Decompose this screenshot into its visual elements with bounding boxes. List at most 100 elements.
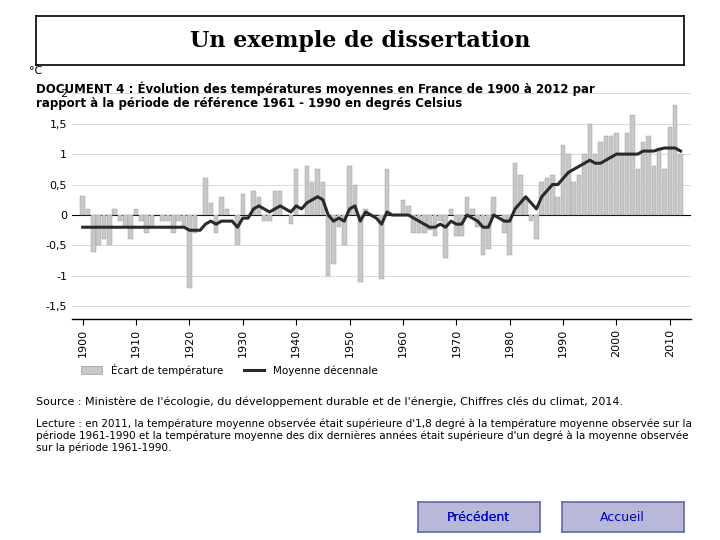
Bar xyxy=(235,215,240,246)
Bar xyxy=(192,215,197,233)
Bar xyxy=(145,215,149,233)
Bar xyxy=(320,181,325,215)
Bar xyxy=(417,215,421,233)
Bar xyxy=(619,154,624,215)
Bar xyxy=(433,215,437,237)
Bar xyxy=(214,215,218,233)
Bar xyxy=(171,215,176,233)
Text: °C: °C xyxy=(29,66,42,76)
Bar xyxy=(379,215,384,279)
Bar xyxy=(641,142,645,215)
Bar xyxy=(310,181,315,215)
Bar xyxy=(508,215,512,255)
Bar xyxy=(134,209,138,215)
Bar xyxy=(454,215,459,237)
Bar xyxy=(102,215,107,239)
Bar xyxy=(486,215,490,248)
Bar xyxy=(577,176,581,215)
Bar xyxy=(176,215,181,221)
Bar xyxy=(326,215,330,276)
Bar xyxy=(273,191,277,215)
Bar xyxy=(523,197,528,215)
Bar xyxy=(315,170,320,215)
Bar xyxy=(123,215,127,227)
Bar xyxy=(353,185,357,215)
Bar xyxy=(161,215,165,221)
Bar xyxy=(342,215,346,246)
Bar xyxy=(475,215,480,227)
Bar xyxy=(459,215,464,237)
Bar xyxy=(444,215,448,258)
Bar xyxy=(625,133,629,215)
Bar xyxy=(652,166,656,215)
Bar xyxy=(251,191,256,215)
Bar xyxy=(107,215,112,246)
Bar xyxy=(667,127,672,215)
Legend: Écart de température, Moyenne décennale: Écart de température, Moyenne décennale xyxy=(77,360,382,380)
Bar xyxy=(545,179,549,215)
Bar xyxy=(331,215,336,264)
Bar xyxy=(187,215,192,288)
Bar xyxy=(438,215,443,221)
Bar xyxy=(566,154,571,215)
Bar xyxy=(225,209,229,215)
Bar xyxy=(593,154,598,215)
Bar xyxy=(609,136,613,215)
Text: Lecture : en 2011, la température moyenne observée était supérieure d'1,8 degré : Lecture : en 2011, la température moyenn… xyxy=(36,418,692,454)
Text: Précédent: Précédent xyxy=(447,510,510,524)
Bar xyxy=(289,215,293,224)
Bar xyxy=(492,197,496,215)
Bar xyxy=(513,163,517,215)
Bar xyxy=(502,215,507,233)
Bar xyxy=(636,170,640,215)
Bar xyxy=(534,215,539,239)
Bar xyxy=(150,215,154,227)
Bar xyxy=(598,142,603,215)
Bar xyxy=(347,166,352,215)
Bar xyxy=(112,209,117,215)
Bar xyxy=(603,136,608,215)
Bar xyxy=(182,215,186,227)
Bar xyxy=(358,215,362,282)
Bar xyxy=(673,105,678,215)
Text: Un exemple de dissertation: Un exemple de dissertation xyxy=(190,30,530,51)
Bar xyxy=(166,215,171,221)
Bar xyxy=(422,215,426,233)
Bar xyxy=(539,181,544,215)
Bar xyxy=(449,209,454,215)
Bar xyxy=(86,209,90,215)
Bar xyxy=(550,176,554,215)
Bar xyxy=(209,203,213,215)
Bar xyxy=(678,154,683,215)
Bar xyxy=(81,195,85,215)
Bar xyxy=(128,215,133,239)
Text: DOCUMENT 4 : Évolution des températures moyennes en France de 1900 à 2012 par
ra: DOCUMENT 4 : Évolution des températures … xyxy=(36,81,595,111)
Bar xyxy=(556,197,560,215)
Bar xyxy=(203,179,207,215)
Bar xyxy=(588,124,592,215)
Bar xyxy=(96,215,101,246)
Bar xyxy=(470,209,474,215)
Bar xyxy=(118,215,122,221)
Text: Accueil: Accueil xyxy=(600,510,645,524)
Bar xyxy=(406,206,410,215)
Bar xyxy=(219,197,224,215)
Bar xyxy=(481,215,485,255)
Bar xyxy=(91,215,96,252)
Bar xyxy=(337,215,341,227)
Bar xyxy=(262,215,266,221)
Bar xyxy=(630,114,635,215)
Bar xyxy=(240,194,245,215)
Bar xyxy=(294,170,299,215)
Bar xyxy=(267,215,271,221)
Bar xyxy=(464,197,469,215)
Bar xyxy=(256,197,261,215)
Bar xyxy=(572,181,576,215)
Bar xyxy=(561,145,565,215)
Bar xyxy=(582,154,587,215)
Bar xyxy=(662,170,667,215)
Bar xyxy=(657,148,662,215)
Bar xyxy=(518,176,523,215)
Bar xyxy=(647,136,651,215)
Bar xyxy=(428,215,432,230)
